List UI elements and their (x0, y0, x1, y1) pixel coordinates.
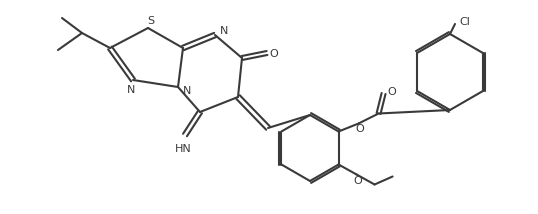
Text: Cl: Cl (459, 17, 470, 27)
Text: O: O (270, 49, 278, 59)
Text: O: O (387, 86, 396, 97)
Text: O: O (355, 123, 364, 134)
Text: N: N (183, 86, 191, 96)
Text: S: S (147, 16, 154, 26)
Text: O: O (353, 177, 362, 186)
Text: HN: HN (175, 144, 192, 154)
Text: N: N (127, 85, 135, 95)
Text: N: N (220, 26, 228, 36)
